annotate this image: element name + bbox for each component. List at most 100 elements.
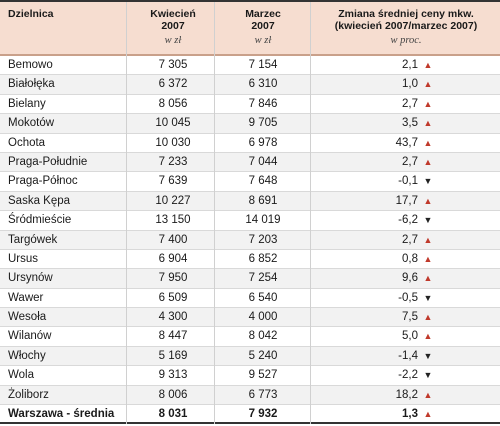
district-cell: Ursynów: [8, 272, 53, 285]
header-change: Zmiana średniej ceny mkw. (kwiecień 2007…: [318, 8, 494, 47]
change-percent-cell: -0,5: [398, 291, 418, 304]
march-price-cell: 7 846: [248, 97, 278, 110]
change-percent-cell: 2,7: [402, 233, 418, 246]
change-percent-cell: 17,7: [395, 194, 418, 207]
arrow-down-icon: ▼: [423, 176, 433, 187]
arrow-up-icon: ▲: [423, 331, 433, 342]
table-row: Mokotów 10 045 9 705 3,5 ▲: [0, 114, 500, 134]
district-cell: Ursus: [8, 252, 39, 265]
district-cell: Wawer: [8, 291, 44, 304]
arrow-up-icon: ▲: [423, 60, 433, 70]
arrow-down-icon: ▼: [423, 370, 433, 381]
table-row: Wilanów 8 447 8 042 5,0 ▲: [0, 327, 500, 347]
march-price-cell: 6 978: [248, 136, 278, 149]
change-percent-cell: 9,6: [402, 272, 418, 285]
arrow-down-icon: ▼: [423, 215, 433, 226]
march-price-cell: 7 254: [248, 272, 278, 285]
april-price-cell: 5 169: [158, 349, 188, 362]
district-cell: Wesoła: [8, 311, 47, 324]
district-cell: Wola: [8, 369, 34, 382]
header-march: Marzec 2007 w zł: [220, 8, 306, 47]
arrow-up-icon: ▲: [423, 98, 433, 109]
header-change-label: Zmiana średniej ceny mkw. (kwiecień 2007…: [334, 8, 478, 32]
april-price-cell: 7 305: [158, 59, 188, 71]
march-price-cell: 6 540: [248, 291, 278, 304]
march-price-cell: 7 203: [248, 233, 278, 246]
table-row: Wola 9 313 9 527 -2,2 ▼: [0, 366, 500, 386]
change-percent-cell: 43,7: [395, 136, 418, 149]
table-row: Praga-Północ 7 639 7 648 -0,1 ▼: [0, 172, 500, 192]
arrow-up-icon: ▲: [423, 312, 433, 323]
arrow-up-icon: ▲: [423, 234, 433, 245]
april-price-cell: 10 045: [155, 117, 191, 130]
march-price-cell: 7 648: [248, 175, 278, 188]
arrow-up-icon: ▲: [423, 389, 433, 400]
header-april: Kwiecień 2007 w zł: [134, 8, 212, 47]
arrow-up-icon: ▲: [423, 253, 433, 264]
table-row: Praga-Południe 7 233 7 044 2,7 ▲: [0, 152, 500, 173]
april-price-cell: 6 904: [158, 252, 188, 265]
top-rule: [0, 0, 500, 2]
district-cell: Praga-Północ: [8, 175, 78, 188]
march-price-cell: 5 240: [248, 349, 278, 362]
march-price-cell: 14 019: [245, 214, 281, 227]
district-cell: Mokotów: [8, 117, 55, 130]
district-cell: Śródmieście: [8, 214, 72, 227]
table-body: Bemowo 7 305 7 154 2,1 ▲ Białołęka 6 372 6 310 1…: [0, 56, 500, 425]
header-april-unit: w zł: [164, 35, 182, 46]
total-row: Warszawa - średnia 8 031 7 932 1,3 ▲: [0, 405, 500, 425]
district-cell: Bielany: [8, 97, 46, 110]
district-cell: Żoliborz: [8, 388, 49, 401]
april-price-cell: 8 447: [158, 330, 188, 343]
table-row: Wawer 6 509 6 540 -0,5 ▼: [0, 289, 500, 309]
march-price-cell: 7 044: [248, 155, 278, 168]
change-percent-cell: 2,7: [402, 155, 418, 168]
change-percent-cell: 2,7: [402, 97, 418, 110]
arrow-up-icon: ▲: [423, 118, 433, 129]
march-price-cell: 6 310: [248, 78, 278, 91]
arrow-up-icon: ▲: [423, 156, 433, 167]
district-cell: Włochy: [8, 349, 46, 362]
change-percent-cell: -1,4: [398, 349, 418, 362]
april-price-cell: 8 031: [158, 408, 188, 421]
table-row: Wesoła 4 300 4 000 7,5 ▲: [0, 308, 500, 328]
april-price-cell: 6 372: [158, 78, 188, 91]
table-row: Ochota 10 030 6 978 43,7 ▲: [0, 134, 500, 153]
table-row: Ursynów 7 950 7 254 9,6 ▲: [0, 269, 500, 289]
change-percent-cell: 1,3: [402, 408, 418, 421]
march-price-cell: 8 042: [248, 330, 278, 343]
april-price-cell: 7 400: [158, 233, 188, 246]
change-percent-cell: -2,2: [398, 369, 418, 382]
arrow-up-icon: ▲: [423, 79, 433, 90]
table-row: Śródmieście 13 150 14 019 -6,2 ▼: [0, 211, 500, 231]
march-price-cell: 9 705: [248, 117, 278, 130]
april-price-cell: 6 509: [158, 291, 188, 304]
april-price-cell: 13 150: [155, 214, 191, 227]
district-cell: Praga-Południe: [8, 155, 88, 168]
arrow-down-icon: ▼: [423, 350, 433, 361]
district-cell: Targówek: [8, 233, 58, 246]
april-price-cell: 7 639: [158, 175, 188, 188]
change-percent-cell: -0,1: [398, 175, 418, 188]
district-cell: Wilanów: [8, 330, 52, 343]
district-cell: Białołęka: [8, 78, 55, 91]
district-cell: Saska Kępa: [8, 194, 71, 207]
arrow-up-icon: ▲: [423, 273, 433, 284]
change-percent-cell: 5,0: [402, 330, 418, 343]
change-percent-cell: 7,5: [402, 311, 418, 324]
header-change-unit: w proc.: [390, 35, 422, 46]
district-cell: Warszawa - średnia: [8, 408, 115, 421]
march-price-cell: 7 154: [248, 59, 278, 71]
arrow-up-icon: ▲: [423, 195, 433, 206]
table-row: Targówek 7 400 7 203 2,7 ▲: [0, 230, 500, 250]
district-cell: Bemowo: [8, 59, 53, 71]
march-price-cell: 4 000: [248, 311, 278, 324]
april-price-cell: 10 227: [155, 194, 191, 207]
april-price-cell: 7 233: [158, 155, 188, 168]
march-price-cell: 8 691: [248, 194, 278, 207]
table-row: Żoliborz 8 006 6 773 18,2 ▲: [0, 385, 500, 406]
column-divider: [214, 2, 215, 424]
april-price-cell: 9 313: [158, 369, 188, 382]
table-row: Bemowo 7 305 7 154 2,1 ▲: [0, 56, 500, 76]
